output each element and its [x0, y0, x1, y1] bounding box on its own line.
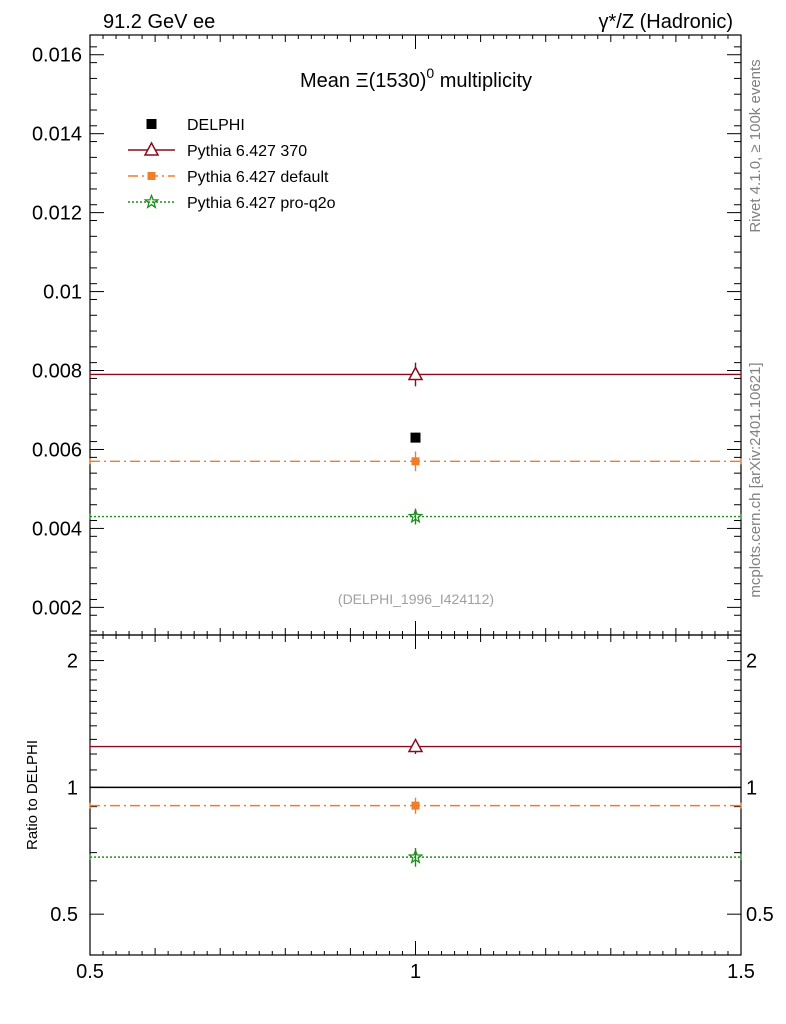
main-y-tick-labels: 0.002 0.004 0.006 0.008 0.01 0.012 0.014 0.016 — [32, 45, 82, 620]
ratio-y-tick-labels: 0.5 0.5 1 1 2 2 — [50, 651, 774, 927]
legend-label-2: Pythia 6.427 pro-q2o — [187, 195, 336, 212]
legend-label-0: Pythia 6.427 370 — [187, 143, 307, 160]
header-energy-label: 91.2 GeV ee — [103, 11, 215, 33]
ratio-y-tick-label-right-1: 1 — [746, 777, 757, 799]
x-tick-label-0: 0.5 — [76, 961, 104, 983]
ratio-axis-ticks — [89, 635, 742, 956]
legend-marker-1 — [147, 172, 156, 180]
main-y-tick-label-3: 0.008 — [32, 361, 82, 383]
ratio-y-tick-label-right-2: 2 — [746, 651, 757, 673]
ratio-series — [89, 737, 742, 867]
main-y-tick-label-5: 0.012 — [32, 203, 82, 225]
main-panel: 0.0020.0040.0060.0080.010.0120.0140.016 … — [32, 34, 742, 636]
legend-label-1: Pythia 6.427 default — [187, 169, 329, 186]
x-tick-label-1: 1 — [410, 961, 421, 983]
main-series-0 — [89, 362, 742, 387]
ratio-panel: 0.5 0.5 1 1 2 2 0.5 1 1.5 Ratio to DELPHI — [24, 634, 774, 983]
ratio-series-2 — [89, 847, 742, 867]
mcplots-reference-label: mcplots.cern.ch [arXiv:2401.10621] — [747, 362, 764, 597]
main-series-marker-2 — [407, 508, 424, 524]
ratio-y-tick-label-left-1: 1 — [67, 777, 78, 799]
rivet-version-label: Rivet 4.1.0, ≥ 100k events — [747, 59, 764, 232]
header-process-label: γ*/Z (Hadronic) — [599, 11, 733, 33]
data-point-delphi — [410, 432, 421, 443]
analysis-watermark: (DELPHI_1996_I424112) — [338, 591, 494, 607]
ratio-series-0 — [89, 737, 742, 755]
ratio-panel-frame — [89, 634, 742, 956]
main-series-1 — [89, 451, 742, 472]
main-y-tick-label-0: 0.002 — [32, 597, 82, 619]
main-series-marker-1 — [411, 457, 420, 466]
main-y-tick-label-7: 0.016 — [32, 45, 82, 67]
ratio-series-1 — [89, 797, 742, 814]
legend-marker-2 — [143, 193, 160, 209]
ratio-y-tick-label-left-2: 2 — [67, 651, 78, 673]
ratio-series-marker-2 — [407, 848, 424, 864]
main-series — [89, 362, 742, 525]
title-superscript: 0 — [426, 65, 434, 81]
x-tick-labels: 0.5 1 1.5 — [76, 961, 755, 983]
title-suffix: multiplicity — [434, 70, 532, 92]
main-y-tick-label-2: 0.006 — [32, 439, 82, 461]
main-y-tick-label-1: 0.004 — [32, 518, 82, 540]
ratio-y-tick-label-left-0: 0.5 — [50, 904, 78, 926]
ratio-y-tick-label-right-0: 0.5 — [746, 904, 774, 926]
legend-marker-0 — [143, 141, 160, 156]
main-y-tick-label-6: 0.014 — [32, 124, 82, 146]
main-series-marker-0 — [407, 365, 424, 381]
x-tick-label-2: 1.5 — [727, 961, 755, 983]
main-axis-ticks — [89, 35, 742, 635]
legend-label-delphi: DELPHI — [187, 117, 245, 134]
main-series-2 — [89, 508, 742, 525]
legend: DELPHI Pythia 6.427 370 Pythia 6.427 defau… — [128, 117, 336, 212]
main-y-tick-label-4: 0.01 — [43, 282, 82, 304]
main-plot-title: Mean Ξ(1530)0 multiplicity — [300, 65, 532, 92]
ratio-series-marker-0 — [407, 737, 424, 753]
title-main: Mean Ξ(1530) — [300, 70, 426, 92]
ratio-y-axis-label: Ratio to DELPHI — [24, 740, 41, 850]
ratio-series-marker-1 — [411, 801, 420, 810]
legend-marker-delphi — [146, 119, 157, 129]
